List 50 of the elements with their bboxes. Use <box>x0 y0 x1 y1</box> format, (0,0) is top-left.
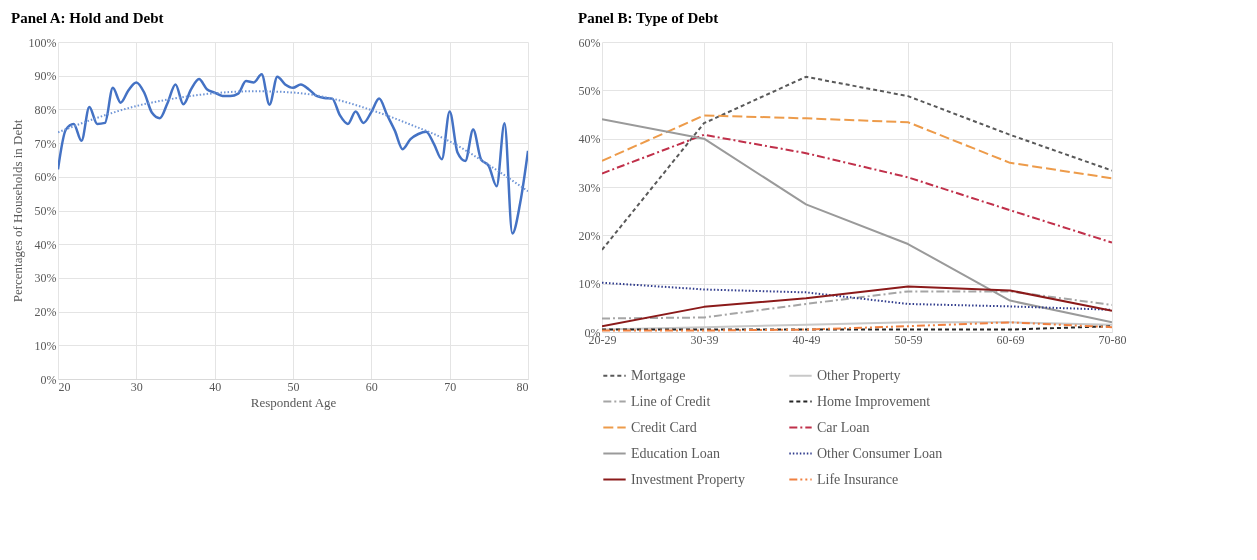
x-tick-label: 50-59 <box>894 332 923 347</box>
y-tick-label: 90% <box>34 69 57 84</box>
y-tick-label: 40% <box>34 237 57 252</box>
line-series <box>58 73 528 235</box>
y-tick-label: 70% <box>34 136 57 151</box>
y-tick-label: 0% <box>40 372 57 387</box>
y-tick-label: 10% <box>34 338 57 353</box>
y-tick-label: 100% <box>28 35 57 50</box>
x-tick-label: 20 <box>58 379 71 394</box>
y-tick-label: 80% <box>34 102 57 117</box>
line-series <box>602 133 1112 244</box>
legend-label: Home Improvement <box>817 393 931 409</box>
x-tick-label: 40-49 <box>792 332 821 347</box>
x-tick-label: 30-39 <box>690 332 719 347</box>
x-tick-label: 80 <box>516 379 529 394</box>
x-axis-title: Respondent Age <box>250 394 337 410</box>
legend-label: Line of Credit <box>631 393 711 409</box>
y-tick-label: 30% <box>578 180 601 195</box>
chart-title: Panel B: Type of Debt <box>578 10 719 26</box>
y-tick-label: 20% <box>578 228 601 243</box>
y-tick-label: 20% <box>34 305 57 320</box>
x-tick-label: 70-80 <box>1098 332 1127 347</box>
x-tick-label: 60-69 <box>996 332 1025 347</box>
legend-label: Other Property <box>817 367 901 383</box>
chart-title: Panel A: Hold and Debt <box>11 10 164 26</box>
legend-label: Education Loan <box>631 445 721 461</box>
legend-label: Investment Property <box>631 471 745 487</box>
x-tick-label: 70 <box>444 379 457 394</box>
x-tick-label: 30 <box>130 379 143 394</box>
y-tick-label: 50% <box>34 204 57 218</box>
y-tick-label: 50% <box>578 83 601 98</box>
x-tick-label: 50 <box>287 379 300 394</box>
line-series <box>602 118 1112 324</box>
y-tick-label: 40% <box>578 132 601 147</box>
line-series <box>602 75 1112 251</box>
legend-label: Life Insurance <box>817 471 899 487</box>
line-series <box>602 285 1112 328</box>
line-series <box>58 90 528 193</box>
legend-label: Other Consumer Loan <box>817 445 943 461</box>
x-tick-label: 40 <box>209 379 222 394</box>
line-series <box>602 114 1112 180</box>
legend-label: Credit Card <box>631 419 697 435</box>
y-tick-label: 10% <box>578 277 601 292</box>
legend-label: Car Loan <box>817 419 870 435</box>
legend-label: Mortgage <box>631 367 686 383</box>
x-tick-label: 60 <box>365 379 378 394</box>
y-axis-title: Percentages of Households in Debt <box>9 119 25 303</box>
y-tick-label: 30% <box>34 271 57 286</box>
y-tick-label: 60% <box>34 170 57 185</box>
y-tick-label: 60% <box>578 35 601 50</box>
